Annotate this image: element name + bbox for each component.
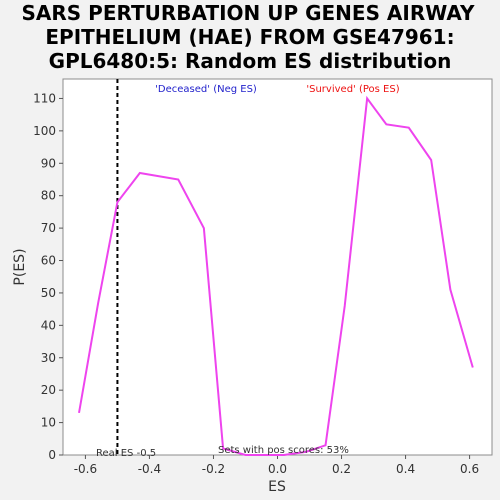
y-tick-label: 20 bbox=[41, 383, 56, 397]
x-axis-ticks: -0.6 -0.4 -0.2 0.0 0.2 0.4 0.6 bbox=[74, 455, 479, 476]
chart-title-line-1: SARS PERTURBATION UP GENES AIRWAY bbox=[22, 1, 475, 25]
pos-scores-label: Sets with pos scores: 53% bbox=[218, 445, 349, 456]
x-tick-label: 0.0 bbox=[268, 462, 287, 476]
y-tick-label: 40 bbox=[41, 318, 56, 332]
x-tick-label: -0.6 bbox=[74, 462, 97, 476]
plot-background bbox=[62, 78, 493, 456]
y-tick-label: 90 bbox=[41, 156, 56, 170]
x-tick-label: -0.2 bbox=[202, 462, 225, 476]
y-tick-label: 80 bbox=[41, 189, 56, 203]
x-tick-label: -0.4 bbox=[138, 462, 161, 476]
y-axis-label: P(ES) bbox=[12, 248, 28, 285]
y-tick-label: 50 bbox=[41, 286, 56, 300]
y-tick-label: 10 bbox=[41, 416, 56, 430]
survived-pos-es-label: 'Survived' (Pos ES) bbox=[306, 84, 399, 95]
x-tick-label: 0.4 bbox=[396, 462, 415, 476]
x-axis-label: ES bbox=[268, 479, 286, 495]
y-tick-label: 0 bbox=[48, 448, 56, 462]
y-tick-label: 100 bbox=[33, 124, 56, 138]
y-tick-label: 60 bbox=[41, 254, 56, 268]
real-es-label: Real ES -0.5 bbox=[96, 448, 156, 459]
es-distribution-line bbox=[78, 95, 474, 456]
chart-title-line-2: EPITHELIUM (HAE) FROM GSE47961: bbox=[45, 25, 454, 49]
x-tick-label: 0.6 bbox=[460, 462, 479, 476]
y-axis-ticks: 0 10 20 30 40 50 60 70 80 90 100 110 bbox=[33, 91, 63, 462]
y-tick-label: 110 bbox=[33, 91, 56, 105]
y-tick-label: 30 bbox=[41, 351, 56, 365]
chart-title-line-3: GPL6480:5: Random ES distribution bbox=[49, 49, 452, 73]
deceased-neg-es-label: 'Deceased' (Neg ES) bbox=[155, 84, 257, 95]
y-tick-label: 70 bbox=[41, 221, 56, 235]
x-tick-label: 0.2 bbox=[332, 462, 351, 476]
